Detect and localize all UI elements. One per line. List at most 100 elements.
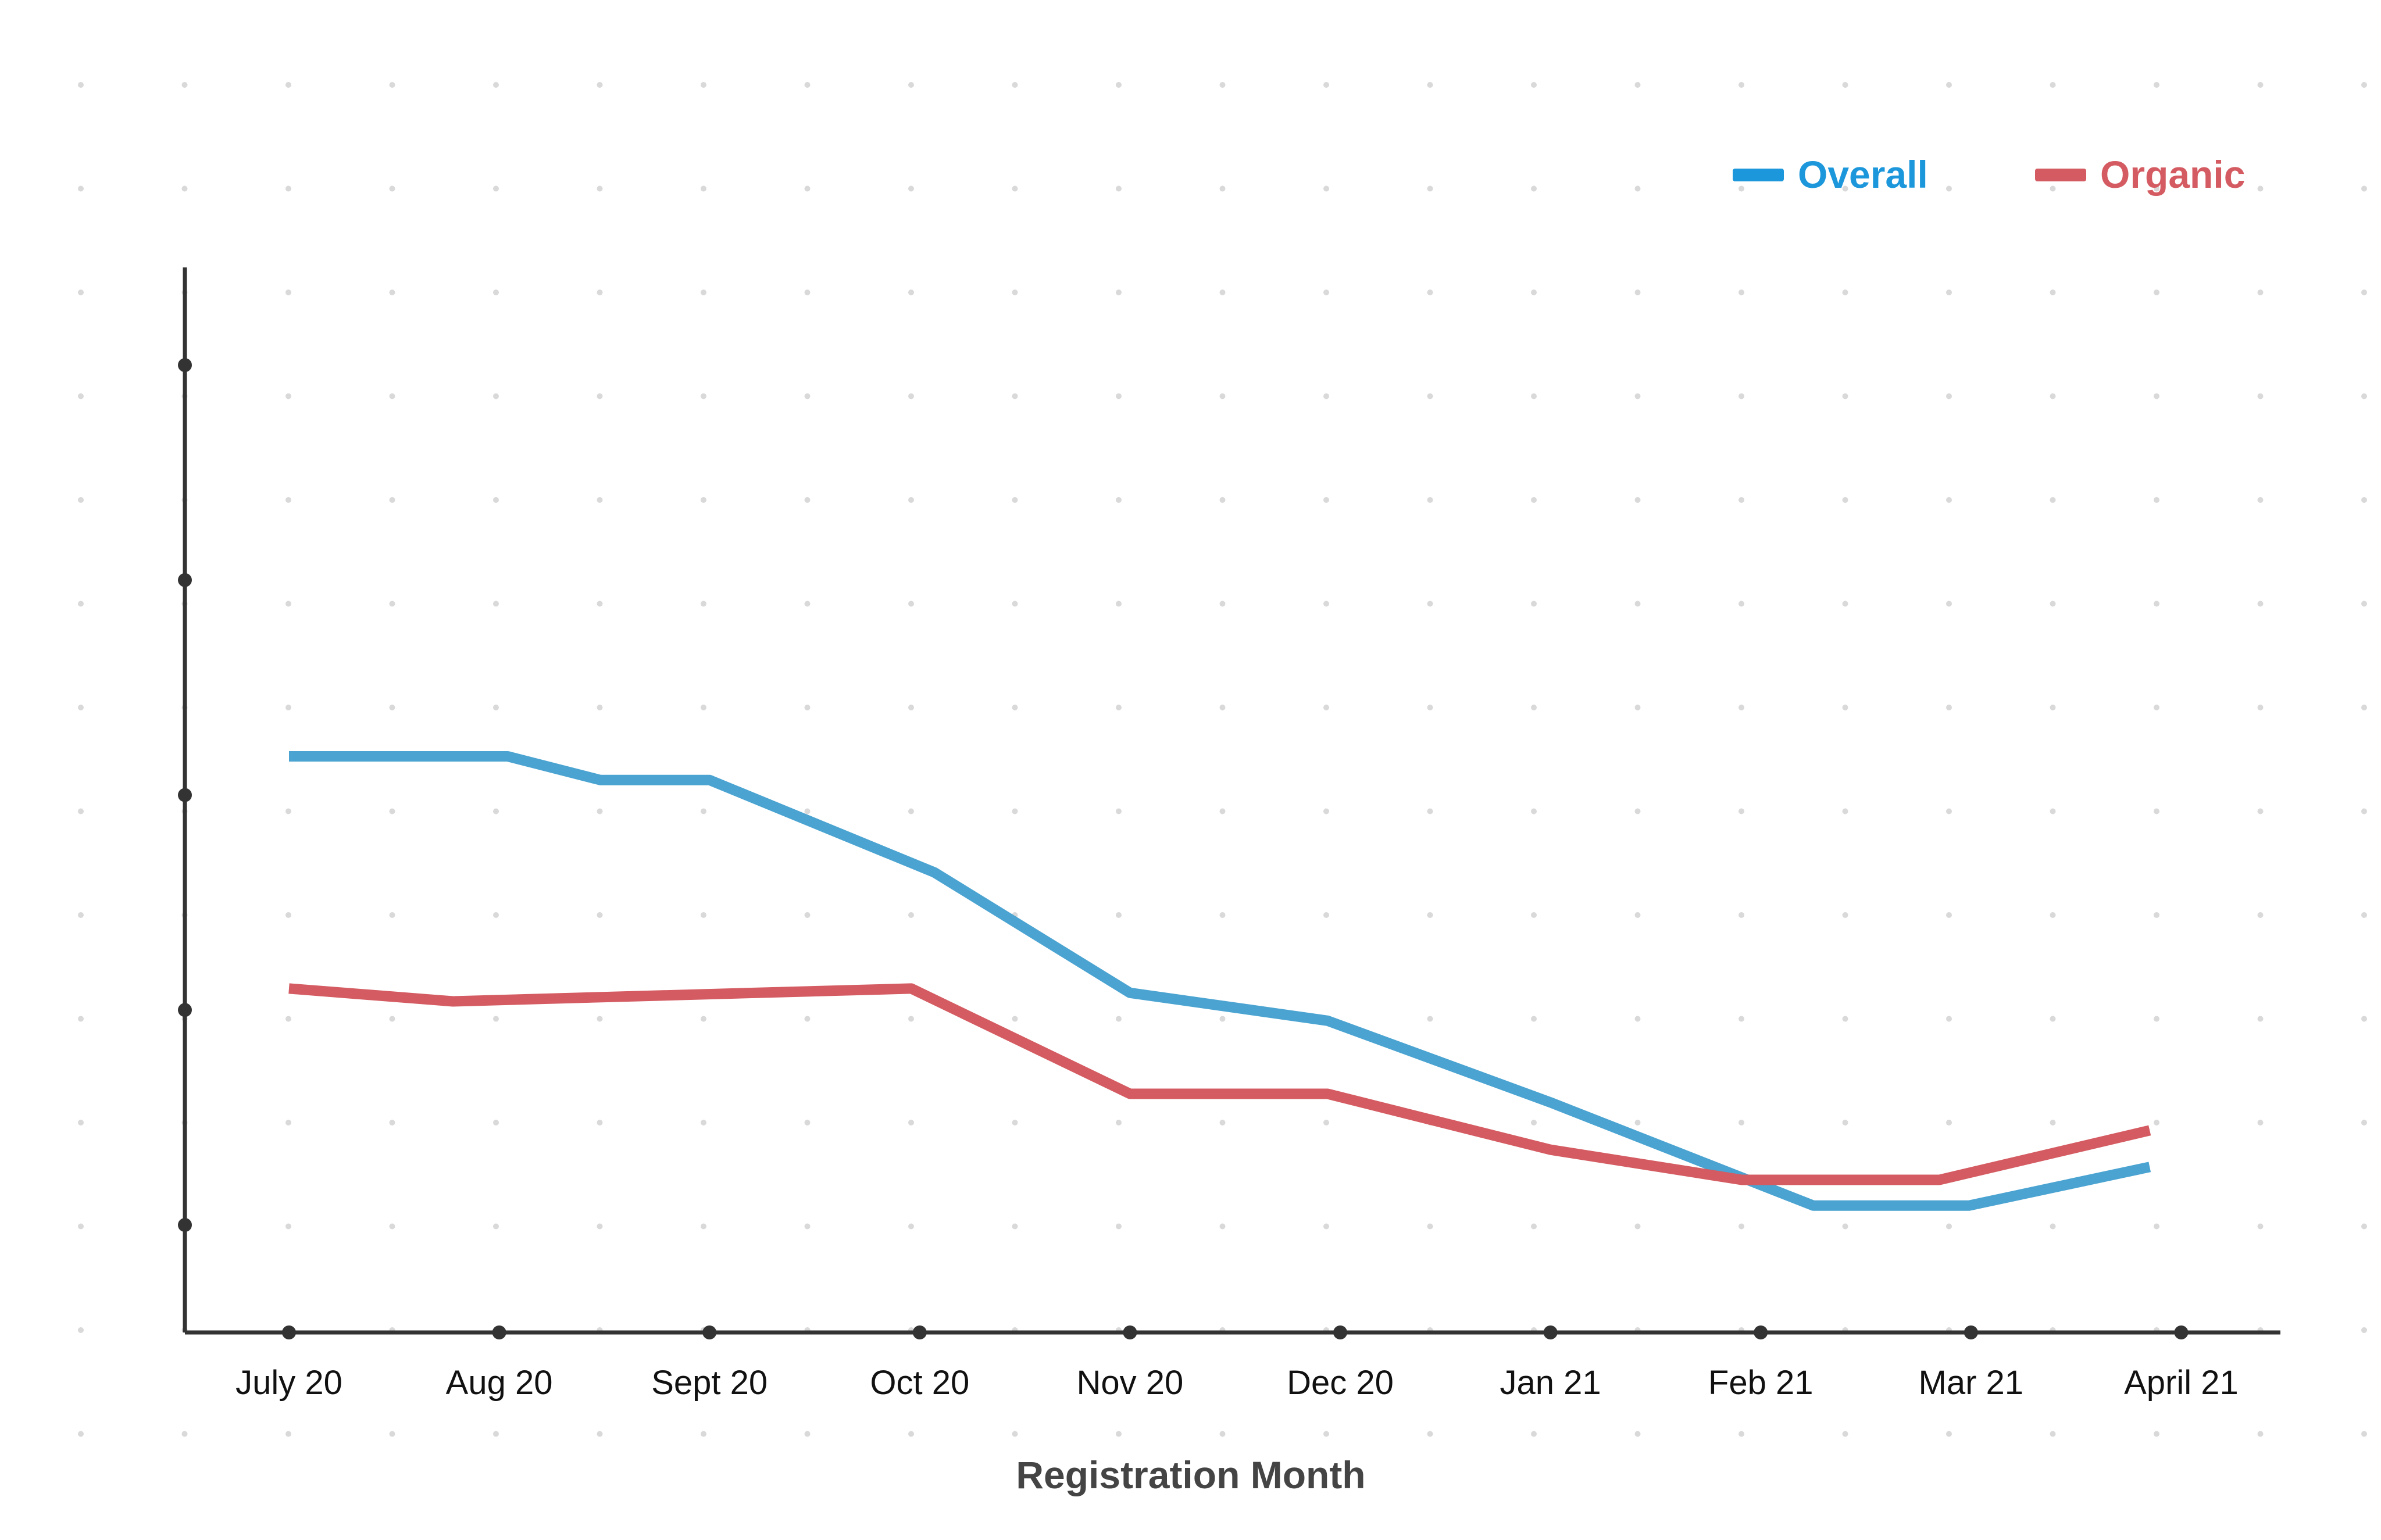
- grid-dot: [804, 1120, 811, 1125]
- grid-dot: [1842, 1223, 1848, 1230]
- grid-dot: [701, 185, 706, 192]
- grid-dot: [78, 601, 84, 607]
- grid-dot: [1323, 1431, 1329, 1437]
- grid-dot: [2154, 705, 2159, 710]
- grid-dot: [2050, 705, 2056, 710]
- grid-dot: [1531, 1120, 1537, 1125]
- grid-dot: [1219, 705, 1226, 710]
- grid-dot: [1842, 808, 1848, 814]
- grid-dot: [2050, 1431, 2056, 1437]
- grid-dot: [1739, 912, 1744, 918]
- x-tick-label: April 21: [2124, 1364, 2239, 1402]
- grid-dot: [2154, 1016, 2159, 1022]
- grid-dot: [285, 601, 291, 607]
- grid-dot: [493, 601, 499, 607]
- grid-dot: [1116, 1016, 1122, 1022]
- grid-dot: [701, 912, 706, 918]
- grid-dot: [1116, 393, 1122, 399]
- grid-dot: [1634, 1431, 1641, 1437]
- grid-dot: [1634, 1016, 1641, 1022]
- grid-dot: [2154, 185, 2159, 192]
- grid-dot: [493, 808, 499, 814]
- grid-dot: [1219, 912, 1226, 918]
- grid-dot: [1531, 290, 1537, 295]
- grid-dot: [597, 601, 603, 607]
- grid-dot: [1116, 912, 1122, 918]
- grid-dot: [908, 912, 914, 918]
- x-tick-label: Sept 20: [651, 1364, 768, 1402]
- x-tick-label: Oct 20: [870, 1364, 969, 1402]
- grid-dot: [1842, 393, 1848, 399]
- grid-dot: [908, 705, 914, 710]
- x-tick-dot: [1123, 1325, 1137, 1339]
- y-tick-dot: [178, 788, 192, 802]
- grid-dot: [2257, 705, 2264, 710]
- grid-dot: [2154, 290, 2159, 295]
- grid-dot: [2257, 808, 2264, 814]
- grid-dot: [2361, 290, 2367, 295]
- x-tick-dot: [282, 1325, 296, 1339]
- grid-dot: [2050, 912, 2056, 918]
- grid-dot: [285, 1120, 291, 1125]
- grid-dot: [1012, 1016, 1018, 1022]
- dot-grid: [78, 82, 2367, 1437]
- grid-dot: [1634, 290, 1641, 295]
- grid-dot: [597, 185, 603, 192]
- legend-label-organic: Organic: [2100, 153, 2245, 196]
- grid-dot: [2154, 912, 2159, 918]
- grid-dot: [493, 705, 499, 710]
- grid-dot: [1219, 290, 1226, 295]
- grid-dot: [1634, 1120, 1641, 1125]
- grid-dot: [1427, 290, 1433, 295]
- grid-dot: [1739, 808, 1744, 814]
- grid-dot: [1946, 393, 1952, 399]
- grid-dot: [1842, 912, 1848, 918]
- grid-dot: [389, 393, 395, 399]
- grid-dot: [285, 705, 291, 710]
- grid-dot: [1116, 808, 1122, 814]
- grid-dot: [1427, 705, 1433, 710]
- grid-dot: [1323, 601, 1329, 607]
- grid-dot: [78, 1016, 84, 1022]
- grid-dot: [1842, 601, 1848, 607]
- grid-dot: [2154, 82, 2159, 88]
- grid-dot: [493, 1120, 499, 1125]
- grid-dot: [1842, 290, 1848, 295]
- grid-dot: [285, 82, 291, 88]
- grid-dot: [389, 1431, 395, 1437]
- grid-dot: [2050, 808, 2056, 814]
- grid-dot: [1946, 290, 1952, 295]
- grid-dot: [1531, 912, 1537, 918]
- y-tick-dot: [178, 358, 192, 372]
- grid-dot: [1739, 1016, 1744, 1022]
- grid-dot: [1323, 497, 1329, 503]
- grid-dot: [1739, 82, 1744, 88]
- grid-dot: [1323, 808, 1329, 814]
- grid-dot: [1012, 290, 1018, 295]
- grid-dot: [908, 601, 914, 607]
- grid-dot: [2361, 1327, 2367, 1333]
- grid-dot: [78, 82, 84, 88]
- grid-dot: [2257, 1431, 2264, 1437]
- grid-dot: [701, 1016, 706, 1022]
- grid-dot: [285, 290, 291, 295]
- grid-dot: [389, 497, 395, 503]
- grid-dot: [804, 1016, 811, 1022]
- grid-dot: [908, 290, 914, 295]
- grid-dot: [285, 497, 291, 503]
- grid-dot: [908, 82, 914, 88]
- grid-dot: [285, 1016, 291, 1022]
- grid-dot: [1219, 393, 1226, 399]
- grid-dot: [1116, 290, 1122, 295]
- grid-dot: [701, 1223, 706, 1230]
- x-tick-label: Aug 20: [446, 1364, 553, 1402]
- grid-dot: [2257, 601, 2264, 607]
- grid-dot: [1946, 1223, 1952, 1230]
- grid-dot: [493, 393, 499, 399]
- grid-dot: [285, 1431, 291, 1437]
- grid-dot: [804, 1431, 811, 1437]
- x-tick-dot: [1333, 1325, 1347, 1339]
- x-tick-dot: [492, 1325, 506, 1339]
- y-tick-dot: [178, 1003, 192, 1017]
- grid-dot: [1842, 185, 1848, 192]
